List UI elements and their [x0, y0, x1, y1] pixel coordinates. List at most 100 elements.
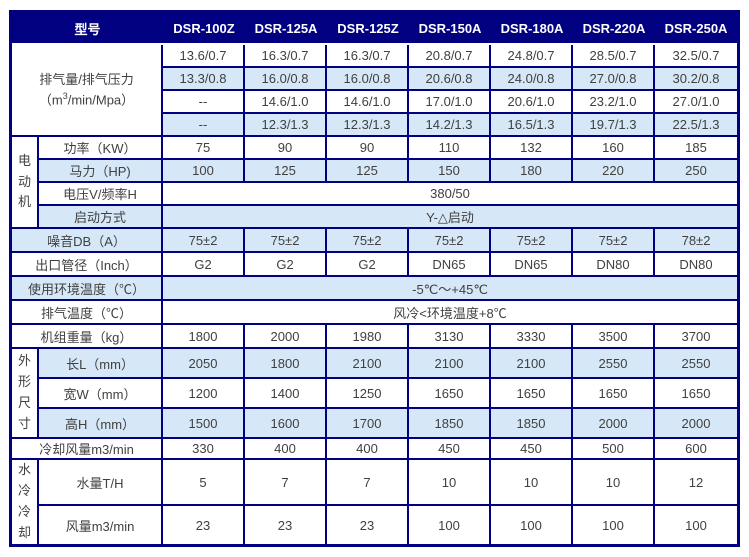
- row-label-height: 高H（mm）: [39, 409, 164, 439]
- row-label-air-volume: 风量m3/min: [39, 506, 164, 544]
- value-cell: 132: [491, 137, 574, 160]
- table-row: 启动方式 Y-△启动: [12, 206, 738, 229]
- value-cell: 23: [163, 506, 246, 544]
- value-cell: 7: [245, 460, 328, 506]
- value-cell: 450: [409, 439, 492, 460]
- row-label-water-volume: 水量T/H: [39, 460, 164, 506]
- value-cell: 250: [655, 160, 738, 183]
- model-header-cell: DSR-125A: [245, 13, 328, 45]
- model-header-cell: DSR-100Z: [163, 13, 246, 45]
- model-header-cell: DSR-150A: [409, 13, 492, 45]
- value-cell: 14.6/1.0: [245, 91, 328, 114]
- table-row: 机组重量（kg） 1800 2000 1980 3130 3330 3500 3…: [12, 325, 738, 349]
- row-label-weight: 机组重量（kg）: [12, 325, 164, 349]
- value-cell: 1850: [491, 409, 574, 439]
- value-cell: 100: [163, 160, 246, 183]
- value-cell: 500: [573, 439, 656, 460]
- value-cell: 12.3/1.3: [327, 114, 410, 137]
- value-cell: 100: [409, 506, 492, 544]
- value-cell: 27.0/0.8: [573, 68, 656, 91]
- value-cell: G2: [245, 253, 328, 277]
- group-label-dimensions: 外形尺寸: [12, 349, 39, 439]
- value-cell: 75: [163, 137, 246, 160]
- value-cell: G2: [327, 253, 410, 277]
- table-row: 出口管径（Inch） G2 G2 G2 DN65 DN65 DN80 DN80: [12, 253, 738, 277]
- row-label-ambient-temp: 使用环境温度（℃）: [12, 277, 164, 301]
- value-cell: --: [163, 114, 246, 137]
- value-cell: 100: [491, 506, 574, 544]
- value-cell: 100: [655, 506, 738, 544]
- value-cell: 20.6/0.8: [409, 68, 492, 91]
- value-cell: 10: [573, 460, 656, 506]
- value-cell: 110: [409, 137, 492, 160]
- table-row: 使用环境温度（℃） -5℃～+45℃: [12, 277, 738, 301]
- table-row: 外形尺寸 长L（mm） 2050 1800 2100 2100 2100 255…: [12, 349, 738, 439]
- value-cell: 90: [327, 137, 410, 160]
- merged-value-cell: -5℃～+45℃: [163, 277, 738, 301]
- value-cell: 125: [327, 160, 410, 183]
- value-cell: 100: [573, 506, 656, 544]
- value-cell: 1850: [409, 409, 492, 439]
- table-row: 宽W（mm） 1200 1400 1250 1650 1650 1650 165…: [12, 379, 738, 409]
- row-label-start-mode: 启动方式: [39, 206, 164, 229]
- value-cell: --: [163, 91, 246, 114]
- value-cell: 2050: [163, 349, 246, 379]
- value-cell: 5: [163, 460, 246, 506]
- value-cell: 160: [573, 137, 656, 160]
- table-row: 13.3/0.8 16.0/0.8 16.0/0.8 20.6/0.8 24.0…: [12, 68, 738, 91]
- merged-value-cell: 风冷<环境温度+8℃: [163, 301, 738, 325]
- value-cell: 600: [655, 439, 738, 460]
- value-cell: 22.5/1.3: [655, 114, 738, 137]
- value-cell: 2000: [245, 325, 328, 349]
- value-cell: 78±2: [655, 229, 738, 253]
- value-cell: 16.5/1.3: [491, 114, 574, 137]
- value-cell: 3330: [491, 325, 574, 349]
- value-cell: 3500: [573, 325, 656, 349]
- value-cell: 220: [573, 160, 656, 183]
- table-row: 风量m3/min 23 23 23 100 100 100 100: [12, 506, 738, 544]
- row-label-voltage: 电压V/频率H: [39, 183, 164, 206]
- discharge-label-line1: 排气量/排气压力: [39, 72, 134, 88]
- value-cell: 17.0/1.0: [409, 91, 492, 114]
- table-row: 噪音DB（A） 75±2 75±2 75±2 75±2 75±2 75±2 78…: [12, 229, 738, 253]
- table-row: 马力（HP) 100 125 125 150 180 220 250: [12, 160, 738, 183]
- table-row: 冷却风量m3/min 330 400 400 450 450 500 600: [12, 439, 738, 460]
- value-cell: DN80: [573, 253, 656, 277]
- spec-table: 型号 DSR-100Z DSR-125A DSR-125Z DSR-150A D…: [9, 10, 741, 547]
- value-cell: 1980: [327, 325, 410, 349]
- value-cell: 20.6/1.0: [491, 91, 574, 114]
- value-cell: 185: [655, 137, 738, 160]
- value-cell: DN80: [655, 253, 738, 277]
- merged-value-cell: Y-△启动: [163, 206, 738, 229]
- value-cell: 14.2/1.3: [409, 114, 492, 137]
- value-cell: 7: [327, 460, 410, 506]
- value-cell: 16.3/0.7: [245, 45, 328, 68]
- row-label-length: 长L（mm）: [39, 349, 164, 379]
- value-cell: 1650: [573, 379, 656, 409]
- value-cell: 28.5/0.7: [573, 45, 656, 68]
- model-label-header: 型号: [12, 13, 164, 45]
- value-cell: 2100: [327, 349, 410, 379]
- table-row: 电压V/频率H 380/50: [12, 183, 738, 206]
- value-cell: 1400: [245, 379, 328, 409]
- value-cell: G2: [163, 253, 246, 277]
- value-cell: 1600: [245, 409, 328, 439]
- model-header-cell: DSR-125Z: [327, 13, 410, 45]
- value-cell: 3700: [655, 325, 738, 349]
- value-cell: DN65: [491, 253, 574, 277]
- value-cell: 1800: [163, 325, 246, 349]
- value-cell: 24.0/0.8: [491, 68, 574, 91]
- value-cell: 75±2: [163, 229, 246, 253]
- value-cell: 2550: [573, 349, 656, 379]
- value-cell: 2100: [491, 349, 574, 379]
- value-cell: 16.0/0.8: [327, 68, 410, 91]
- value-cell: 23.2/1.0: [573, 91, 656, 114]
- value-cell: 400: [245, 439, 328, 460]
- value-cell: 450: [491, 439, 574, 460]
- row-label-cooling-air: 冷却风量m3/min: [12, 439, 164, 460]
- row-label-outlet: 出口管径（Inch）: [12, 253, 164, 277]
- value-cell: 19.7/1.3: [573, 114, 656, 137]
- value-cell: 2000: [573, 409, 656, 439]
- value-cell: 1500: [163, 409, 246, 439]
- value-cell: 14.6/1.0: [327, 91, 410, 114]
